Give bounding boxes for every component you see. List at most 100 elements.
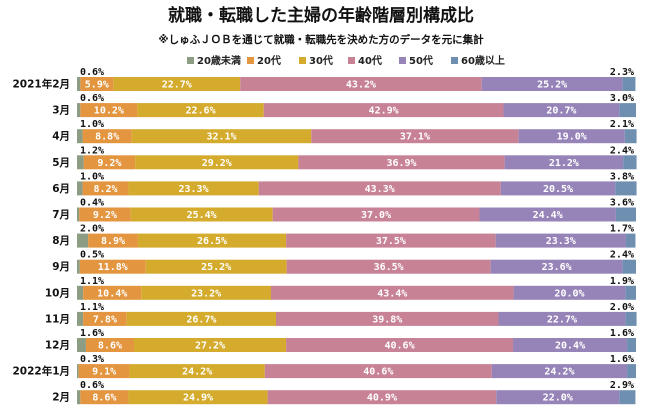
bar-seg-2-12 <box>128 390 268 405</box>
data-label-2-10: 27.2% <box>195 341 225 352</box>
data-label-3-6: 37.5% <box>376 236 406 247</box>
bar-seg-3-3 <box>298 155 505 170</box>
data-label-0-12: 0.6% <box>80 380 104 391</box>
data-label-1-1: 10.2% <box>94 106 124 117</box>
legend-swatch-2 <box>299 57 306 64</box>
legend-label-1: 20代 <box>257 54 281 67</box>
bar-seg-5-12 <box>619 390 636 405</box>
data-label-5-4: 3.8% <box>610 171 634 182</box>
data-label-0-10: 1.6% <box>80 328 104 339</box>
data-label-1-9: 7.8% <box>93 314 117 325</box>
data-label-0-4: 1.0% <box>80 171 104 182</box>
bar-seg-3-0 <box>240 77 482 91</box>
data-label-2-11: 24.2% <box>182 367 212 378</box>
category-label-2: 4月 <box>52 131 70 143</box>
bar-seg-3-8 <box>270 285 514 300</box>
bar-seg-4-11 <box>491 364 628 379</box>
data-label-4-12: 22.0% <box>543 393 573 404</box>
bar-seg-4-7 <box>490 259 623 274</box>
bar-seg-4-4 <box>500 181 616 196</box>
data-label-4-0: 25.2% <box>537 80 567 91</box>
bar-seg-0-6 <box>77 233 89 248</box>
legend-label-2: 30代 <box>309 54 333 67</box>
bar-seg-4-0 <box>481 77 623 91</box>
category-label-5: 7月 <box>52 209 70 221</box>
data-label-5-0: 2.3% <box>610 67 634 78</box>
data-label-4-4: 20.5% <box>543 184 573 195</box>
bar-seg-3-11 <box>264 364 492 379</box>
bar-seg-3-10 <box>286 338 514 352</box>
data-label-0-11: 0.3% <box>80 354 104 365</box>
bar-seg-1-12 <box>80 390 129 405</box>
bar-seg-3-5 <box>272 207 480 222</box>
bar-seg-3-2 <box>311 129 519 144</box>
bar-seg-4-1 <box>503 103 620 118</box>
bar-seg-3-9 <box>276 311 499 326</box>
bar-seg-4-12 <box>496 390 620 405</box>
chart-title: 就職・転職した主婦の年齢階層別構成比 <box>168 5 474 26</box>
category-label-1: 3月 <box>52 105 70 117</box>
data-label-1-5: 9.2% <box>93 210 117 221</box>
category-label-4: 6月 <box>52 183 70 195</box>
bar-seg-1-0 <box>80 77 114 91</box>
bar-seg-5-0 <box>622 77 636 91</box>
bar-seg-2-2 <box>131 129 312 144</box>
chart-subtitle: ※しゅふＪＯＢを通じて就職・転職先を決めた方のデータを元に集計 <box>158 33 484 46</box>
data-label-1-11: 9.1% <box>92 367 116 378</box>
data-label-5-7: 2.4% <box>610 250 634 261</box>
bar-seg-3-6 <box>286 233 496 248</box>
bar-seg-2-1 <box>137 103 264 118</box>
bar-seg-5-7 <box>622 259 636 274</box>
bar-seg-0-5 <box>77 207 80 222</box>
bar-seg-3-1 <box>263 103 504 118</box>
category-label-11: 2022年1月 <box>12 365 70 378</box>
data-label-1-12: 8.6% <box>92 393 116 404</box>
bar-seg-5-9 <box>625 311 637 326</box>
legend-swatch-5 <box>451 57 458 64</box>
legend-label-3: 40代 <box>358 54 382 67</box>
data-label-1-10: 8.6% <box>98 341 122 352</box>
data-label-4-1: 20.7% <box>546 106 576 117</box>
bar-seg-2-4 <box>128 181 259 196</box>
bar-seg-0-9 <box>77 311 84 326</box>
bar-seg-2-6 <box>137 233 287 248</box>
data-label-0-8: 1.1% <box>80 276 104 287</box>
legend-swatch-0 <box>187 57 194 64</box>
bar-seg-2-8 <box>141 285 271 300</box>
bar-seg-4-10 <box>513 338 628 352</box>
data-label-5-10: 1.6% <box>610 328 634 339</box>
bar-seg-5-11 <box>627 364 636 379</box>
bar-seg-5-1 <box>619 103 636 118</box>
bar-seg-3-4 <box>258 181 501 196</box>
bar-seg-4-2 <box>518 129 625 144</box>
data-label-2-1: 22.6% <box>185 106 215 117</box>
data-label-4-10: 20.4% <box>555 341 585 352</box>
bar-seg-0-0 <box>77 77 81 91</box>
bar-seg-0-4 <box>77 181 83 196</box>
legend: 20歳未満 20代 30代 40代 50代 60歳以上 <box>187 54 505 67</box>
bar-seg-2-5 <box>130 207 273 222</box>
data-label-3-8: 43.4% <box>377 288 407 299</box>
bar-seg-1-10 <box>85 338 135 352</box>
category-label-9: 11月 <box>45 313 70 325</box>
bar-seg-3-7 <box>286 259 491 274</box>
bar-seg-1-7 <box>79 259 146 274</box>
bar-seg-5-8 <box>625 285 636 300</box>
data-label-1-2: 8.8% <box>95 132 119 143</box>
category-label-10: 12月 <box>45 340 70 352</box>
data-label-0-6: 2.0% <box>80 224 104 235</box>
data-label-5-6: 1.7% <box>610 224 634 235</box>
data-label-5-12: 2.9% <box>610 380 634 391</box>
data-label-2-9: 26.7% <box>186 314 216 325</box>
data-label-3-5: 37.0% <box>361 210 391 221</box>
data-label-0-0: 0.6% <box>80 67 104 78</box>
data-label-3-0: 43.2% <box>346 80 376 91</box>
data-label-4-2: 19.0% <box>557 132 587 143</box>
data-label-2-0: 22.7% <box>162 80 192 91</box>
data-label-2-6: 26.5% <box>197 236 227 247</box>
bar-seg-0-1 <box>77 103 81 118</box>
data-label-0-1: 0.6% <box>80 93 104 104</box>
bar-seg-0-2 <box>77 129 83 144</box>
bar-seg-0-12 <box>77 390 81 405</box>
data-label-5-2: 2.1% <box>610 119 634 130</box>
